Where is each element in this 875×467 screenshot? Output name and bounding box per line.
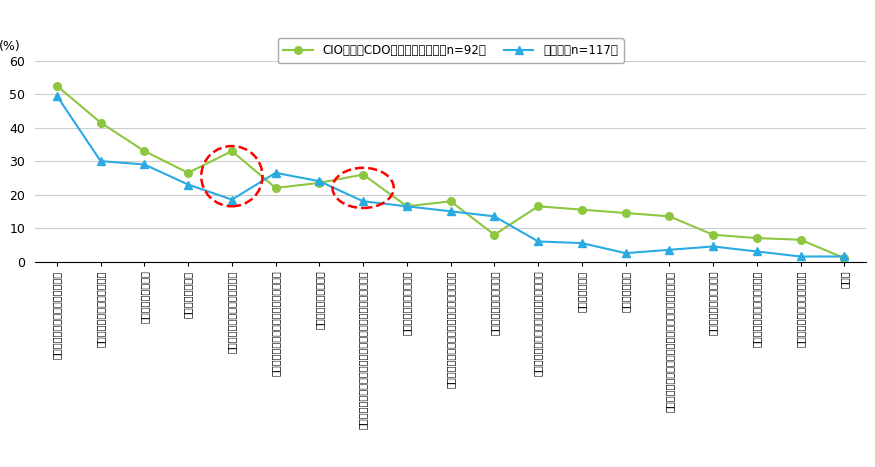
その他（n=117） [183, 182, 193, 187]
CIOまたはCDO設置済・検討中（n=92） [139, 149, 150, 154]
CIOまたはCDO設置済・検討中（n=92） [489, 232, 500, 238]
CIOまたはCDO設置済・検討中（n=92） [577, 207, 587, 212]
CIOまたはCDO設置済・検討中（n=92） [795, 237, 806, 242]
その他（n=117） [839, 254, 850, 259]
その他（n=117） [708, 244, 718, 249]
CIOまたはCDO設置済・検討中（n=92） [52, 83, 62, 89]
CIOまたはCDO設置済・検討中（n=92） [708, 232, 718, 238]
その他（n=117） [795, 254, 806, 259]
その他（n=117） [358, 198, 368, 204]
CIOまたはCDO設置済・検討中（n=92） [314, 180, 325, 186]
その他（n=117） [577, 241, 587, 246]
CIOまたはCDO設置済・検討中（n=92） [402, 204, 412, 209]
CIOまたはCDO設置済・検討中（n=92） [664, 213, 675, 219]
その他（n=117） [314, 178, 325, 184]
Line: その他（n=117）: その他（n=117） [53, 92, 848, 260]
その他（n=117） [402, 204, 412, 209]
CIOまたはCDO設置済・検討中（n=92） [183, 170, 193, 176]
CIOまたはCDO設置済・検討中（n=92） [358, 172, 368, 177]
CIOまたはCDO設置済・検討中（n=92） [752, 235, 762, 241]
その他（n=117） [664, 247, 675, 253]
その他（n=117） [270, 170, 281, 176]
CIOまたはCDO設置済・検討中（n=92） [445, 198, 456, 204]
その他（n=117） [445, 208, 456, 214]
CIOまたはCDO設置済・検討中（n=92） [620, 210, 631, 216]
Line: CIOまたはCDO設置済・検討中（n=92）: CIOまたはCDO設置済・検討中（n=92） [53, 82, 848, 262]
CIOまたはCDO設置済・検討中（n=92） [533, 204, 543, 209]
その他（n=117） [620, 250, 631, 256]
その他（n=117） [533, 239, 543, 244]
Legend: CIOまたはCDO設置済・検討中（n=92）, その他（n=117）: CIOまたはCDO設置済・検討中（n=92）, その他（n=117） [277, 38, 624, 64]
その他（n=117） [227, 197, 237, 202]
その他（n=117） [95, 158, 106, 164]
その他（n=117） [139, 162, 150, 167]
その他（n=117） [52, 93, 62, 99]
CIOまたはCDO設置済・検討中（n=92） [839, 255, 850, 261]
その他（n=117） [489, 213, 500, 219]
Y-axis label: (%): (%) [0, 40, 21, 53]
CIOまたはCDO設置済・検討中（n=92） [270, 185, 281, 191]
CIOまたはCDO設置済・検討中（n=92） [95, 120, 106, 126]
その他（n=117） [752, 248, 762, 254]
CIOまたはCDO設置済・検討中（n=92） [227, 149, 237, 154]
